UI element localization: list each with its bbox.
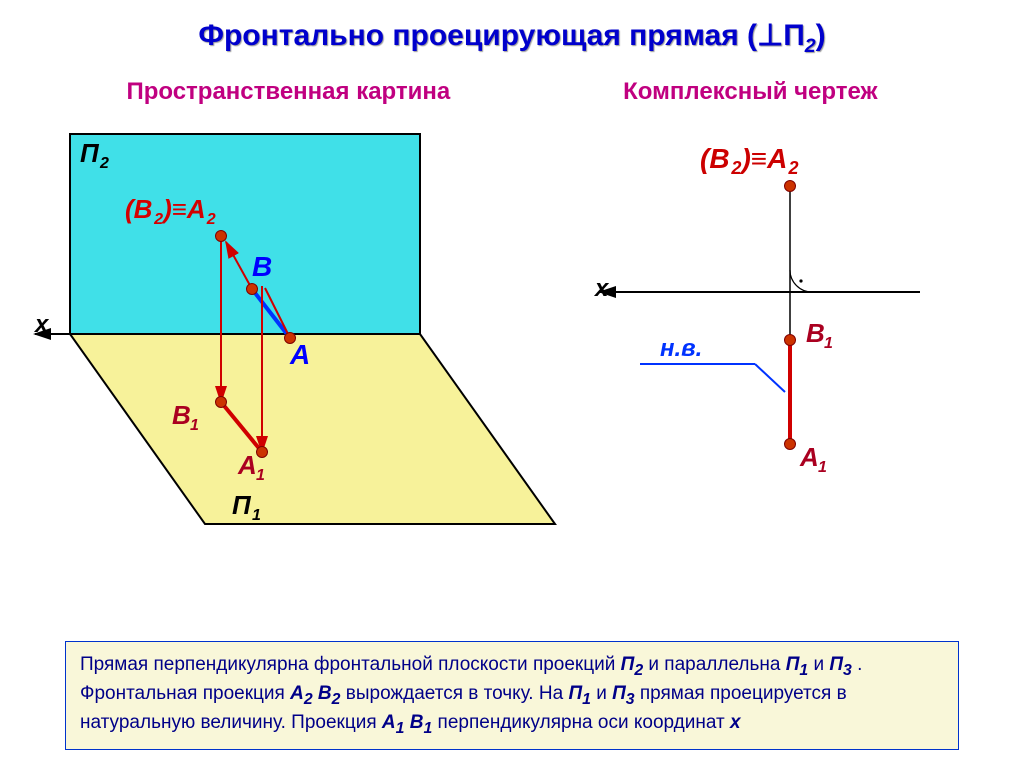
page-title: Фронтально проецирующая прямая (⊥П2) bbox=[0, 0, 1024, 58]
svg-text:В: В bbox=[252, 251, 272, 282]
svg-text:2: 2 bbox=[99, 155, 109, 172]
svg-text:А: А bbox=[799, 442, 819, 472]
svg-text:н.в.: н.в. bbox=[660, 335, 702, 362]
svg-text:П: П bbox=[80, 138, 100, 168]
svg-text:А: А bbox=[237, 450, 257, 480]
svg-text:2: 2 bbox=[206, 211, 216, 228]
svg-text:х: х bbox=[33, 311, 50, 338]
title-plane: П bbox=[783, 19, 805, 52]
svg-text:1: 1 bbox=[824, 335, 833, 352]
subtitle-right: Комплексный чертеж bbox=[623, 78, 877, 106]
svg-text:)≡А: )≡А bbox=[160, 194, 206, 224]
svg-text:)≡А: )≡А bbox=[738, 143, 787, 174]
subtitle-left: Пространственная картина bbox=[126, 78, 450, 106]
svg-text:В: В bbox=[172, 400, 191, 430]
diagram-svg: П2П1х(В2)≡А2ВАВ1А1хн.в.(В2)≡А2В1А1 bbox=[0, 114, 1024, 624]
svg-text:(В: (В bbox=[125, 194, 152, 224]
svg-text:1: 1 bbox=[190, 417, 199, 434]
svg-text:2: 2 bbox=[153, 211, 163, 228]
svg-text:2: 2 bbox=[730, 158, 741, 178]
title-suffix: ) bbox=[816, 19, 826, 52]
svg-text:В: В bbox=[806, 318, 825, 348]
svg-text:П: П bbox=[232, 490, 252, 520]
title-perp: ⊥ bbox=[757, 19, 783, 52]
title-plane-sub: 2 bbox=[805, 35, 816, 57]
subtitle-row: Пространственная картина Комплексный чер… bbox=[0, 78, 1024, 106]
svg-text:1: 1 bbox=[252, 507, 261, 524]
svg-text:1: 1 bbox=[256, 467, 265, 484]
title-text-prefix: Фронтально проецирующая прямая ( bbox=[198, 19, 757, 52]
svg-text:2: 2 bbox=[787, 158, 798, 178]
caption-box: Прямая перпендикулярна фронтальной плоск… bbox=[65, 641, 959, 750]
svg-text:А: А bbox=[289, 339, 310, 370]
svg-text:х: х bbox=[593, 275, 610, 302]
drawing-area: П2П1х(В2)≡А2ВАВ1А1хн.в.(В2)≡А2В1А1 bbox=[0, 114, 1024, 624]
svg-text:(В: (В bbox=[700, 143, 730, 174]
svg-text:1: 1 bbox=[818, 459, 827, 476]
